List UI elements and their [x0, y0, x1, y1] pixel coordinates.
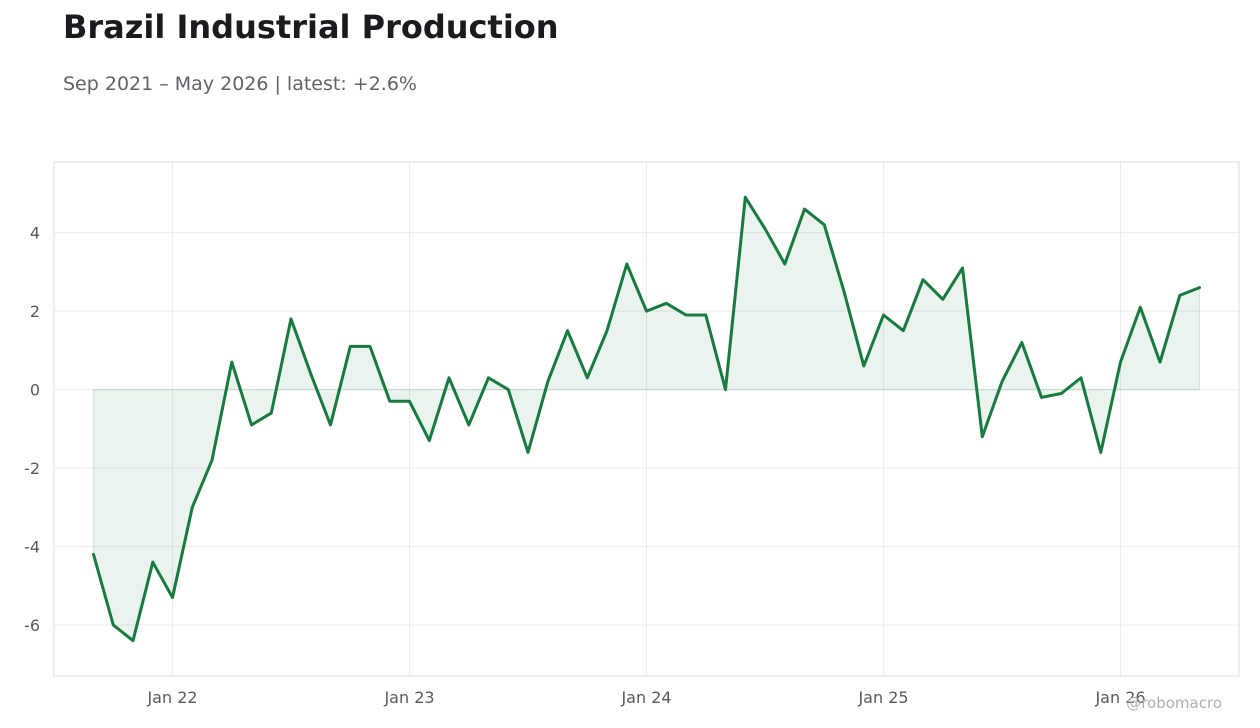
data-point: [151, 560, 155, 564]
x-tick-label: Jan 22: [146, 688, 197, 707]
data-point: [1000, 380, 1004, 384]
data-point: [447, 376, 451, 380]
data-point: [961, 266, 965, 270]
data-point: [1079, 376, 1083, 380]
x-tick-label: Jan 25: [857, 688, 908, 707]
data-point: [1158, 360, 1162, 364]
y-axis: -6 -4 -2 0 2 4: [24, 224, 40, 635]
data-point: [1178, 293, 1182, 297]
data-point: [1119, 360, 1123, 364]
data-point: [862, 364, 866, 368]
data-point: [704, 313, 708, 317]
data-point: [269, 411, 273, 415]
data-point: [289, 317, 293, 321]
y-tick-label: -2: [24, 459, 40, 478]
x-tick-label: Jan 26: [1094, 688, 1145, 707]
data-point: [506, 388, 510, 392]
y-tick-label: 2: [30, 302, 40, 321]
data-point: [309, 372, 313, 376]
data-point: [190, 505, 194, 509]
data-point: [803, 207, 807, 211]
data-point: [487, 376, 491, 380]
data-point: [368, 344, 372, 348]
data-point: [111, 623, 115, 627]
data-point: [1138, 305, 1142, 309]
data-point: [921, 278, 925, 282]
y-tick-label: -4: [24, 538, 40, 557]
data-point: [724, 388, 728, 392]
data-point: [1198, 286, 1202, 290]
data-point: [131, 639, 135, 643]
chart-title: Brazil Industrial Production: [63, 8, 559, 46]
data-point: [743, 195, 747, 199]
y-tick-label: 0: [30, 381, 40, 400]
x-tick-label: Jan 24: [620, 688, 671, 707]
data-point: [467, 423, 471, 427]
data-point: [882, 313, 886, 317]
area-edge: [92, 287, 1201, 555]
y-tick-label: -6: [24, 616, 40, 635]
data-point: [210, 458, 214, 462]
data-point: [230, 360, 234, 364]
data-point: [783, 262, 787, 266]
data-point: [427, 439, 431, 443]
data-point: [546, 380, 550, 384]
data-point: [1099, 450, 1103, 454]
data-point: [250, 423, 254, 427]
plot-frame: [53, 161, 1240, 677]
credit-watermark: @robomacro: [1126, 694, 1222, 712]
data-point: [1059, 392, 1063, 396]
data-point: [684, 313, 688, 317]
grid-layer: [54, 162, 1239, 676]
data-point: [822, 223, 826, 227]
data-point: [329, 423, 333, 427]
data-point: [842, 290, 846, 294]
data-point: [664, 301, 668, 305]
data-point: [1020, 341, 1024, 345]
data-point: [625, 262, 629, 266]
data-point: [566, 329, 570, 333]
data-point: [92, 552, 96, 556]
data-point: [763, 227, 767, 231]
data-point: [348, 344, 352, 348]
x-axis: Jan 22 Jan 23 Jan 24 Jan 25 Jan 26: [146, 688, 1145, 707]
data-point: [1040, 395, 1044, 399]
series-line: [92, 195, 1201, 643]
data-point: [585, 376, 589, 380]
data-point: [645, 309, 649, 313]
chart-subtitle: Sep 2021 – May 2026 | latest: +2.6%: [63, 73, 417, 95]
area-fill: [93, 197, 1200, 641]
data-point: [941, 297, 945, 301]
data-point: [901, 329, 905, 333]
x-tick-label: Jan 23: [383, 688, 434, 707]
data-point: [526, 450, 530, 454]
data-point: [171, 596, 175, 600]
y-tick-label: 4: [30, 224, 40, 243]
data-point: [408, 399, 412, 403]
data-point: [388, 399, 392, 403]
data-point: [980, 435, 984, 439]
data-point: [605, 329, 609, 333]
